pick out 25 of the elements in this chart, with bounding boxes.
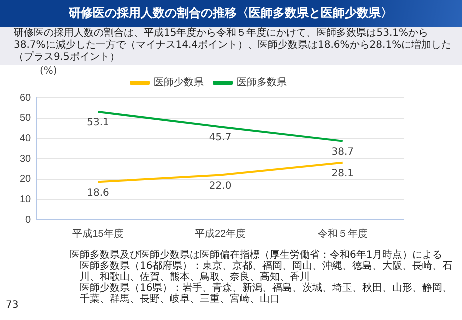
y-tick-label: 10: [20, 194, 32, 206]
chart-subtitle: 研修医の採用人数の割合は、平成15年度から令和５年度にかけて、医師多数県は53.1%から38.7%に減少した一方で（マイナス14.4ポイント）、医師少数県は18.6%から28.1%に増加した（プラス9.5ポイント）: [0, 27, 462, 65]
y-tick-label: 40: [20, 133, 32, 144]
legend-label: 医師多数県: [237, 76, 287, 89]
y-tick-label: 30: [20, 154, 32, 165]
data-label: 28.1: [332, 168, 354, 180]
y-tick-label: 60: [20, 92, 32, 104]
legend-label: 医師少数県: [154, 76, 204, 89]
data-label: 53.1: [87, 118, 110, 129]
data-label: 22.0: [209, 180, 232, 192]
y-tick-label: 50: [20, 113, 32, 124]
text: 医師少数県（16県）：岩手、青森、新潟、福島、茨城、埼玉、秋田、山形、静岡、千葉、群馬、長野、岐阜、三重、宮崎、山口: [79, 283, 454, 305]
x-tick-label: 令和５年度: [318, 228, 368, 240]
chart-title: 研修医の採用人数の割合の推移〈医師多数県と医師少数県〉: [0, 0, 462, 27]
x-tick-label: 平成15年度: [72, 228, 124, 240]
text: 医師多数県及び医師少数県は医師偏在指標（厚生労働省：令和6年1月時点）による: [70, 250, 444, 261]
text: 73: [6, 300, 19, 311]
y-tick-label: 0: [26, 214, 32, 226]
y-tick-label: 20: [20, 174, 32, 186]
x-tick-label: 平成22年度: [195, 228, 246, 240]
data-label: 45.7: [209, 132, 232, 144]
data-label: 38.7: [332, 146, 354, 158]
data-label: 18.6: [87, 188, 110, 199]
y-axis-title: (%): [40, 66, 58, 77]
text: 医師多数県（16都府県）：東京、京都、福岡、岡山、沖縄、徳島、大阪、長崎、石川、和歌山、佐賀、熊本、鳥取、奈良、高知、香川: [79, 261, 454, 283]
